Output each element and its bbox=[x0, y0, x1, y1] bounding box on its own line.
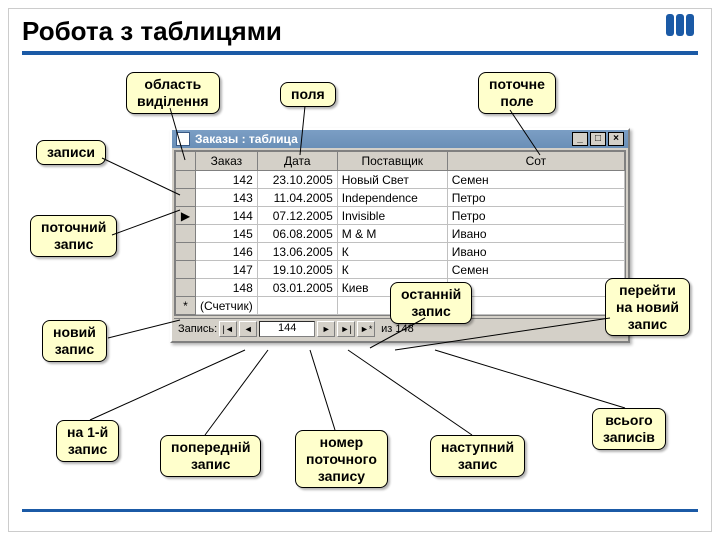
table-row[interactable]: 14613.06.2005КИвано bbox=[176, 243, 625, 261]
callout-selection-area: область виділення bbox=[126, 72, 220, 114]
nav-prev-button[interactable]: ◄ bbox=[239, 321, 257, 337]
nav-first-button[interactable]: |◄ bbox=[219, 321, 237, 337]
nav-total-label: из 148 bbox=[381, 323, 414, 335]
bottom-rule bbox=[22, 509, 698, 512]
window-titlebar: Заказы : таблица _ □ × bbox=[172, 130, 628, 148]
callout-total: всього записів bbox=[592, 408, 666, 450]
window-icon bbox=[176, 132, 190, 146]
callout-current-field: поточне поле bbox=[478, 72, 556, 114]
table-row-current[interactable]: ▶14407.12.2005InvisibleПетро bbox=[176, 207, 625, 225]
nav-new-button[interactable]: ►* bbox=[357, 321, 375, 337]
callout-new-record: новий запис bbox=[42, 320, 107, 362]
callout-rec-number: номер поточного запису bbox=[295, 430, 388, 488]
col-header[interactable]: Сот bbox=[447, 152, 624, 171]
header-row: Заказ Дата Поставщик Сот bbox=[176, 152, 625, 171]
callout-prev: попередній запис bbox=[160, 435, 261, 477]
col-header[interactable]: Заказ bbox=[196, 152, 258, 171]
nav-current-input[interactable]: 144 bbox=[259, 321, 315, 337]
slide-title: Робота з таблицями bbox=[22, 16, 698, 47]
table-row[interactable]: 14719.10.2005КСемен bbox=[176, 261, 625, 279]
callout-goto-new: перейти на новий запис bbox=[605, 278, 690, 336]
callout-first: на 1-й запис bbox=[56, 420, 119, 462]
callout-fields: поля bbox=[280, 82, 336, 107]
callout-last: останній запис bbox=[390, 282, 472, 324]
maximize-button[interactable]: □ bbox=[590, 132, 606, 146]
close-button[interactable]: × bbox=[608, 132, 624, 146]
col-header[interactable]: Дата bbox=[257, 152, 337, 171]
col-header[interactable]: Поставщик bbox=[337, 152, 447, 171]
minimize-button[interactable]: _ bbox=[572, 132, 588, 146]
table-row[interactable]: 14223.10.2005Новый СветСемен bbox=[176, 171, 625, 189]
callout-current-record: поточний запис bbox=[30, 215, 117, 257]
table-row[interactable]: 14506.08.2005M & MИвано bbox=[176, 225, 625, 243]
nav-label: Запись: bbox=[178, 323, 217, 335]
slide-title-row: Робота з таблицями bbox=[22, 16, 698, 55]
callout-next: наступний запис bbox=[430, 435, 525, 477]
select-all-corner[interactable] bbox=[176, 152, 196, 171]
window-caption: Заказы : таблица bbox=[195, 132, 298, 146]
table-row[interactable]: 14311.04.2005IndependenceПетро bbox=[176, 189, 625, 207]
callout-records: записи bbox=[36, 140, 106, 165]
nav-last-button[interactable]: ►| bbox=[337, 321, 355, 337]
nav-next-button[interactable]: ► bbox=[317, 321, 335, 337]
